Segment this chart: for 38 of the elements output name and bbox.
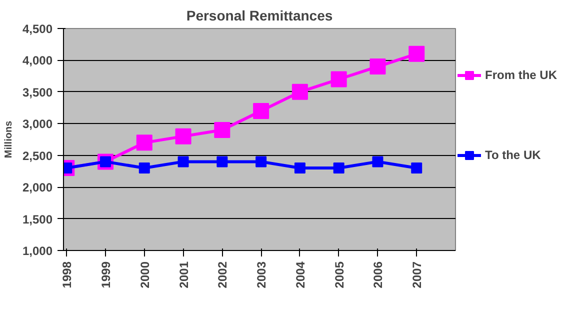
y-tick-label: 1,000 <box>22 244 53 258</box>
y-tick-label: 3,500 <box>22 85 53 100</box>
x-tick-label: 2001 <box>176 261 191 288</box>
y-tick-label: 4,500 <box>22 22 53 36</box>
y-axis-title: Millions <box>3 120 14 158</box>
x-tick-label: 2005 <box>332 261 346 288</box>
y-tick-label: 2,500 <box>22 148 53 163</box>
x-tick-label: 1999 <box>99 261 113 288</box>
x-tick-label: 2007 <box>410 261 424 288</box>
y-tick-label: 4,000 <box>22 54 53 68</box>
point <box>411 162 422 174</box>
point <box>138 162 150 174</box>
legend-label: From the UK <box>485 68 557 82</box>
point <box>370 58 386 75</box>
x-tick-label: 2003 <box>254 261 269 288</box>
point <box>216 156 228 168</box>
y-tick-label: 2,000 <box>22 180 53 195</box>
x-tick-label: 2004 <box>293 261 308 288</box>
x-tick-label: 2000 <box>138 261 152 288</box>
point <box>253 102 270 119</box>
x-tick-label: 2006 <box>371 261 386 288</box>
x-tick-label: 2002 <box>216 261 230 288</box>
point <box>408 46 425 62</box>
point <box>372 156 384 168</box>
point <box>136 134 152 151</box>
point <box>330 71 347 88</box>
chart-title: Personal Remittances <box>186 8 333 24</box>
point <box>178 156 189 168</box>
point <box>256 156 267 168</box>
point <box>214 122 230 138</box>
point <box>294 162 306 174</box>
point <box>333 162 344 174</box>
point <box>292 84 308 100</box>
point <box>175 128 192 144</box>
legend-label: To the UK <box>485 148 541 162</box>
x-tick-label: 1998 <box>60 261 74 288</box>
y-tick-label: 3,000 <box>22 117 53 132</box>
y-tick-label: 1,500 <box>22 212 53 226</box>
